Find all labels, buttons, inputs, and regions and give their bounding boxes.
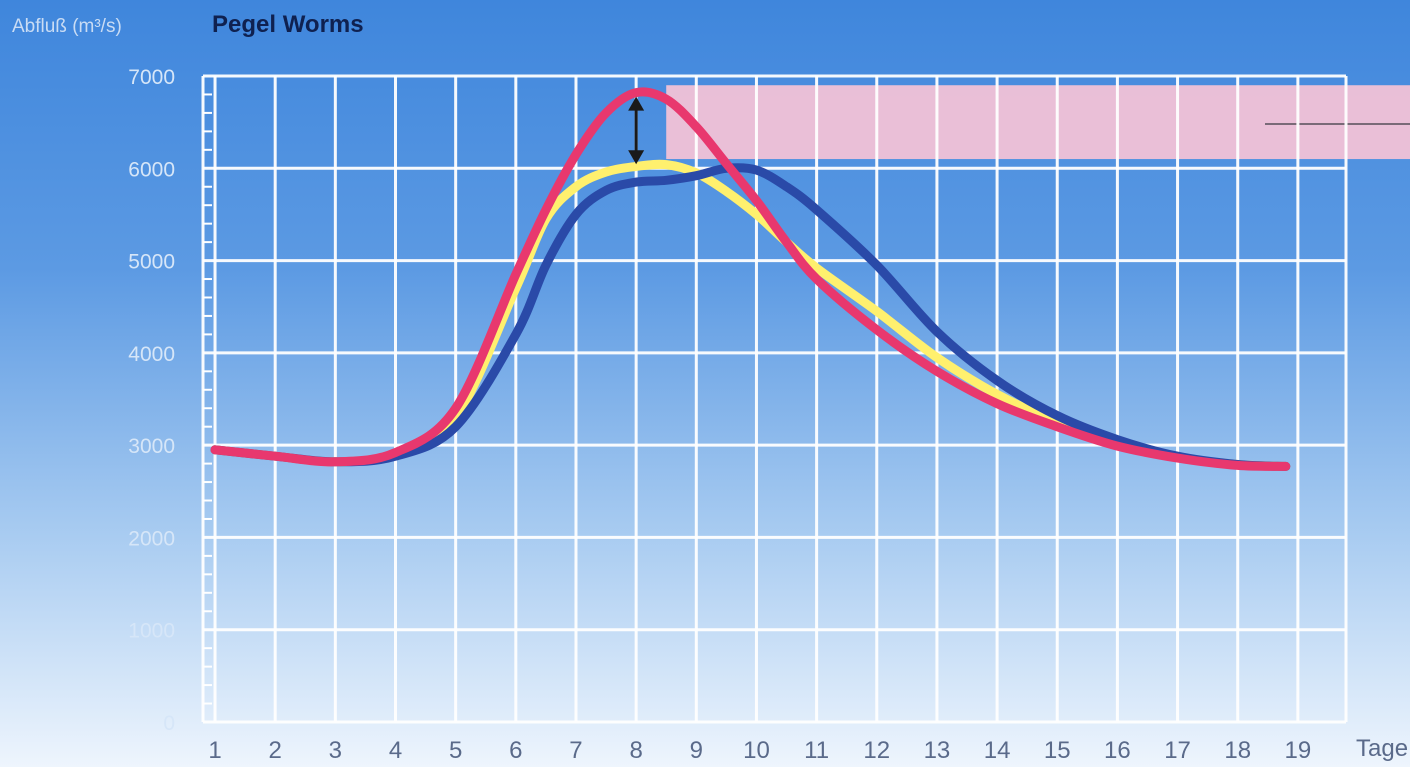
x-tick-label: 3 [329,737,342,764]
x-tick-label: 1 [208,737,221,764]
x-tick-label: 14 [984,737,1011,764]
x-tick-label: 6 [509,737,522,764]
y-tick-label: 1000 [128,620,175,643]
x-axis-label: Tage [1356,735,1408,762]
x-tick-label: 10 [743,737,770,764]
y-tick-label: 0 [163,712,175,735]
x-tick-label: 2 [269,737,282,764]
x-tick-label: 15 [1044,737,1071,764]
x-tick-label: 5 [449,737,462,764]
chart-title: Pegel Worms [212,11,364,38]
series-line-red [210,87,1291,471]
x-tick-label: 13 [924,737,951,764]
y-tick-label: 5000 [128,251,175,274]
y-tick-label: 4000 [128,343,175,366]
x-tick-label: 9 [690,737,703,764]
y-tick-label: 6000 [128,158,175,181]
x-tick-label: 7 [569,737,582,764]
double-arrow-annotation [628,96,645,165]
x-tick-label: 12 [863,737,890,764]
x-tick-label: 16 [1104,737,1131,764]
y-tick-label: 7000 [128,66,175,89]
x-tick-label: 8 [629,737,642,764]
x-tick-label: 4 [389,737,402,764]
series-line-yellow [210,159,1291,471]
y-axis-label: Abfluß (m³/s) [12,16,122,37]
x-tick-label: 17 [1164,737,1191,764]
x-tick-label: 11 [804,737,829,764]
series-line-blue [210,163,1291,471]
y-tick-label: 2000 [128,527,175,550]
highlight-band [666,85,1410,160]
x-tick-label: 19 [1285,737,1312,764]
y-tick-label: 3000 [128,435,175,458]
x-tick-label: 18 [1224,737,1251,764]
